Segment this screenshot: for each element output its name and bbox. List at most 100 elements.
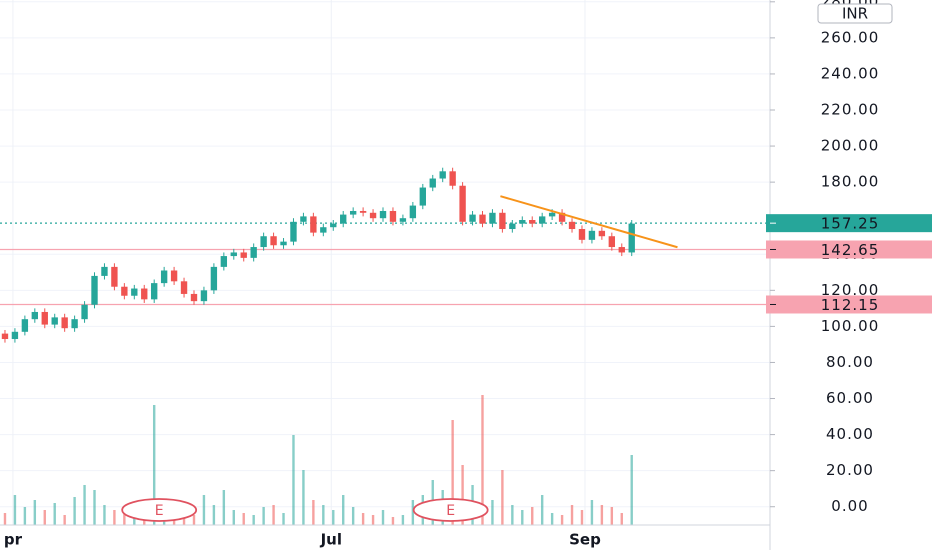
volume-bar bbox=[133, 515, 136, 525]
volume-bar bbox=[152, 405, 156, 525]
candle-body bbox=[320, 227, 327, 233]
volume-bar bbox=[83, 485, 86, 525]
price-badge bbox=[766, 240, 932, 259]
volume-bar bbox=[600, 505, 604, 525]
candle-body bbox=[81, 304, 88, 320]
candles bbox=[1, 167, 635, 343]
volume-bar bbox=[302, 470, 305, 525]
volume-bar bbox=[222, 490, 226, 525]
volume-bar bbox=[401, 515, 405, 525]
volume-bar bbox=[540, 495, 544, 525]
price-badge-label: 112.15 bbox=[821, 296, 880, 314]
candle-body bbox=[91, 275, 98, 305]
candle-body bbox=[101, 266, 108, 276]
candle-body bbox=[340, 214, 347, 224]
volume-bar bbox=[501, 470, 504, 525]
y-tick-label: 60.00 bbox=[826, 389, 874, 407]
candle-body bbox=[519, 220, 526, 224]
price-badges: 157.25 142.65 112.15 bbox=[766, 214, 932, 314]
volume-bar bbox=[93, 490, 96, 525]
volume-bar bbox=[521, 510, 524, 525]
volume-bar bbox=[202, 495, 206, 525]
price-badge bbox=[766, 295, 932, 314]
candle-body bbox=[399, 218, 407, 222]
candle-body bbox=[449, 171, 456, 186]
candle-body bbox=[180, 281, 188, 294]
candle-body bbox=[608, 236, 616, 248]
y-tick-label: 120.00 bbox=[821, 281, 880, 299]
candle-body bbox=[499, 212, 506, 230]
candle-body bbox=[240, 252, 247, 258]
volume-bar bbox=[192, 515, 196, 525]
volume-bar bbox=[23, 507, 27, 525]
candle-body bbox=[210, 266, 218, 291]
candle-body bbox=[379, 210, 387, 219]
candle-body bbox=[220, 256, 228, 267]
volume-bar bbox=[481, 395, 484, 525]
candle-body bbox=[71, 319, 78, 329]
candle-body bbox=[628, 223, 635, 253]
volume-bar bbox=[511, 505, 514, 525]
volume-bar bbox=[312, 500, 315, 525]
volume-bar bbox=[53, 503, 56, 525]
volume-bar bbox=[351, 507, 355, 525]
y-tick-label: 100.00 bbox=[821, 317, 880, 335]
volume-bar bbox=[33, 500, 37, 525]
volume-bar bbox=[451, 420, 454, 525]
volume-bar bbox=[262, 507, 265, 525]
y-tick-label: 240.00 bbox=[821, 64, 880, 82]
candle-body bbox=[389, 210, 397, 222]
volume-bar bbox=[3, 513, 7, 525]
candle-body bbox=[21, 319, 29, 332]
candle-body bbox=[578, 229, 586, 240]
trendline bbox=[500, 195, 678, 249]
candle-body bbox=[588, 230, 596, 240]
volume-bar bbox=[610, 507, 614, 525]
volume-bar bbox=[570, 505, 574, 525]
candle-body bbox=[529, 220, 536, 224]
grid bbox=[0, 0, 770, 525]
volume-bar bbox=[580, 510, 584, 525]
candle-body bbox=[479, 214, 486, 224]
candle-body bbox=[509, 223, 516, 230]
candle-body bbox=[558, 212, 566, 222]
candle-body bbox=[369, 212, 377, 219]
candle-body bbox=[131, 288, 138, 296]
volume-bar bbox=[282, 513, 285, 525]
candle-body bbox=[160, 270, 168, 284]
volume-bar bbox=[381, 510, 385, 525]
volume-bar bbox=[371, 515, 375, 525]
candle-body bbox=[51, 317, 58, 325]
price-badge bbox=[766, 214, 932, 233]
volume-bar bbox=[342, 495, 345, 525]
x-tick-label: Jul bbox=[320, 531, 342, 549]
event-marker[interactable]: E bbox=[121, 498, 198, 522]
candle-body bbox=[41, 311, 48, 325]
x-tick-label: pr bbox=[4, 531, 23, 549]
volume-bar bbox=[252, 515, 255, 525]
y-tick-label: 20.00 bbox=[826, 461, 874, 479]
price-badge-label: 157.25 bbox=[821, 215, 880, 233]
y-tick-label: 180.00 bbox=[821, 173, 880, 191]
candle-body bbox=[61, 317, 68, 329]
volume-bar bbox=[113, 510, 116, 525]
volume-bar bbox=[560, 515, 564, 525]
candle-body bbox=[260, 236, 267, 248]
candle-body bbox=[151, 283, 158, 300]
volume-bar bbox=[620, 513, 623, 525]
event-marker[interactable]: E bbox=[412, 498, 489, 522]
candle-body bbox=[11, 331, 19, 340]
y-tick-label: 260.00 bbox=[821, 28, 880, 46]
volume-bar bbox=[531, 507, 534, 525]
candle-body bbox=[409, 205, 417, 219]
volume-bar bbox=[123, 513, 126, 525]
candle-body bbox=[190, 293, 198, 302]
volume-bar bbox=[322, 505, 325, 525]
volume-bar bbox=[630, 455, 633, 525]
currency-box[interactable] bbox=[817, 3, 893, 24]
volume-bar bbox=[411, 500, 415, 525]
candle-body bbox=[429, 178, 436, 188]
candle-body bbox=[548, 212, 556, 217]
price-axis: 0.0020.0040.0060.0080.00100.00120.00140.… bbox=[4, 0, 880, 549]
